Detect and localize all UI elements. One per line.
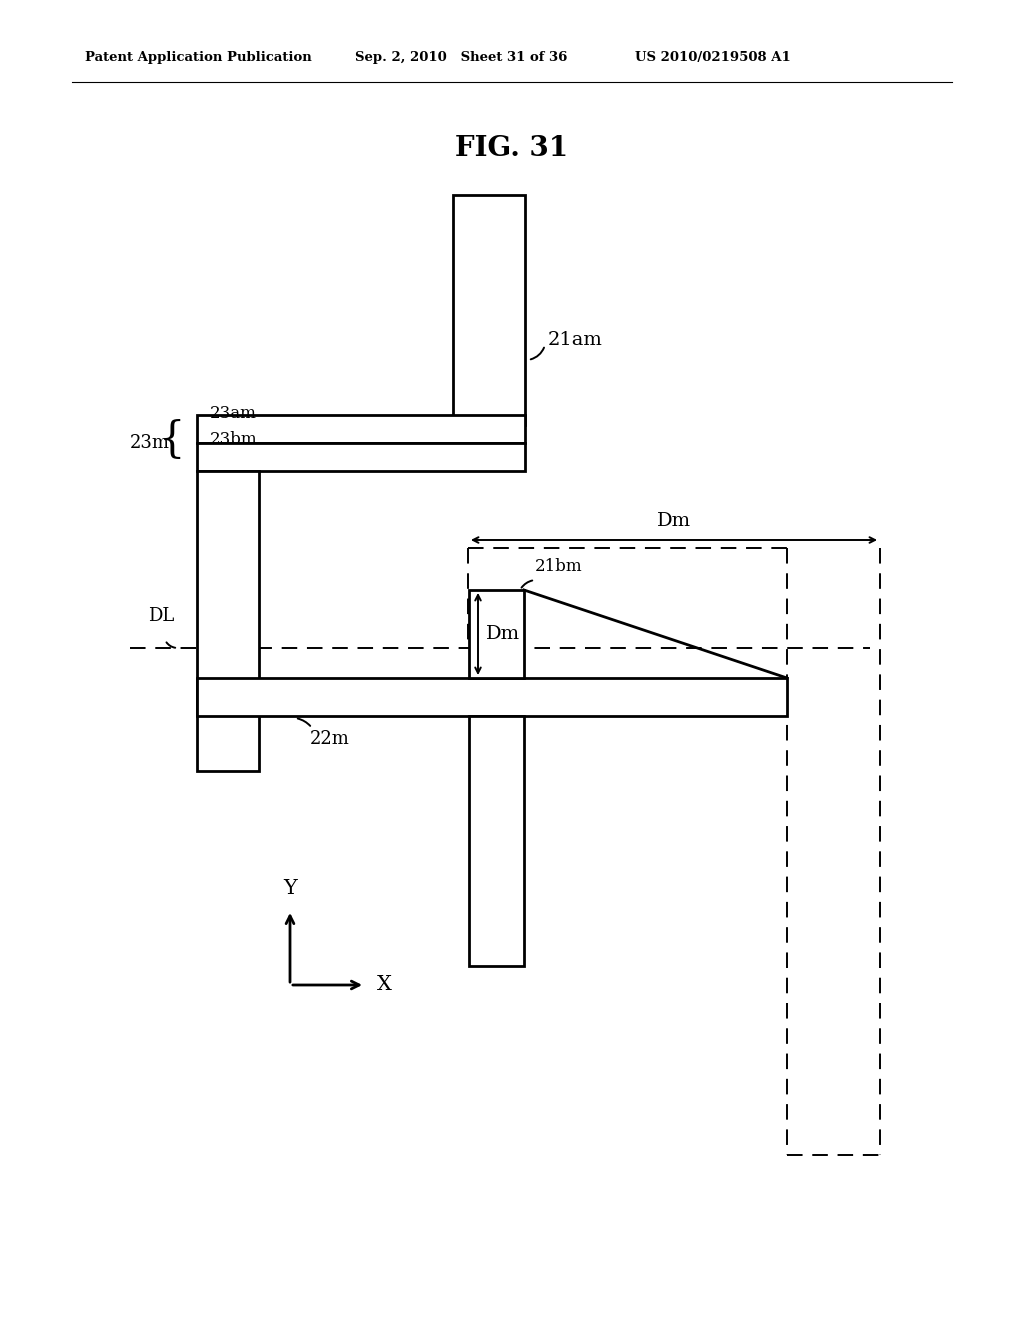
Text: X: X bbox=[377, 975, 392, 994]
Bar bbox=[197, 471, 259, 771]
Text: Dm: Dm bbox=[657, 512, 691, 531]
Text: FIG. 31: FIG. 31 bbox=[456, 135, 568, 161]
Text: 21am: 21am bbox=[548, 331, 603, 348]
Text: Dm: Dm bbox=[486, 624, 520, 643]
Text: Y: Y bbox=[283, 879, 297, 898]
Text: 23am: 23am bbox=[210, 405, 257, 422]
Text: 23m: 23m bbox=[130, 434, 170, 451]
Text: Patent Application Publication: Patent Application Publication bbox=[85, 51, 311, 65]
Text: 22m: 22m bbox=[310, 730, 350, 748]
Text: Sep. 2, 2010   Sheet 31 of 36: Sep. 2, 2010 Sheet 31 of 36 bbox=[355, 51, 567, 65]
Bar bbox=[197, 444, 525, 471]
Bar bbox=[197, 414, 525, 444]
Text: US 2010/0219508 A1: US 2010/0219508 A1 bbox=[635, 51, 791, 65]
Text: 23bm: 23bm bbox=[210, 432, 258, 447]
Bar bbox=[469, 590, 524, 678]
Text: {: { bbox=[159, 418, 185, 461]
Text: 21bm: 21bm bbox=[535, 558, 583, 576]
Bar bbox=[469, 715, 524, 966]
Bar bbox=[197, 678, 787, 715]
Bar bbox=[453, 195, 525, 425]
Text: DL: DL bbox=[148, 607, 174, 624]
